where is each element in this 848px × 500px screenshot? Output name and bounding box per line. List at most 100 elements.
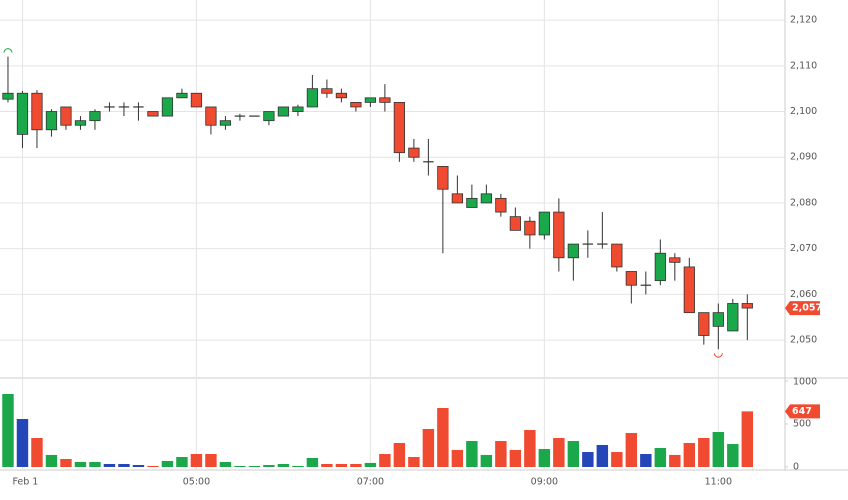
volume-bar bbox=[176, 457, 188, 467]
volume-bar bbox=[89, 462, 101, 467]
candle-body bbox=[611, 243, 623, 268]
volume-bar bbox=[712, 431, 725, 467]
volume-bar bbox=[248, 465, 261, 467]
volume-bar bbox=[567, 441, 580, 467]
volume-bar bbox=[321, 463, 333, 467]
volume-bar bbox=[625, 433, 638, 467]
x-tick-label: 11:00 bbox=[705, 477, 732, 488]
volume-bar bbox=[118, 463, 130, 467]
last-price-label-bg bbox=[785, 301, 820, 316]
candle-body bbox=[89, 111, 101, 122]
volume-bar bbox=[379, 454, 391, 467]
volume-bar bbox=[132, 465, 145, 467]
candle-body bbox=[292, 106, 304, 112]
volume-bar bbox=[292, 465, 304, 467]
candle-body bbox=[60, 106, 72, 126]
candle-body bbox=[306, 88, 319, 108]
candle-body bbox=[669, 257, 681, 263]
candle-body bbox=[495, 197, 507, 213]
volume-bar bbox=[611, 452, 623, 467]
volume-bar bbox=[263, 465, 275, 467]
last-price-label: 2,057 bbox=[792, 303, 822, 314]
candle-body bbox=[567, 243, 579, 259]
candle-body bbox=[683, 266, 695, 314]
y-tick-label: 2,080 bbox=[790, 197, 817, 208]
volume-bar bbox=[16, 419, 29, 467]
volume-bar bbox=[306, 457, 319, 467]
candle-body bbox=[263, 111, 275, 122]
volume-bar bbox=[335, 463, 348, 467]
x-tick-label: 07:00 bbox=[357, 477, 384, 488]
volume-bar bbox=[219, 462, 232, 467]
volume-bar bbox=[45, 454, 58, 467]
y-tick-label: 2,120 bbox=[790, 15, 817, 26]
candle-body bbox=[335, 92, 348, 99]
volume-bar bbox=[596, 444, 609, 467]
volume-bar bbox=[103, 463, 116, 467]
low-marker bbox=[713, 353, 723, 358]
candle-body bbox=[205, 106, 217, 126]
volume-bar bbox=[60, 458, 72, 467]
volume-bar bbox=[234, 465, 246, 467]
volume-bar bbox=[364, 462, 377, 467]
candle-body bbox=[321, 88, 333, 94]
volume-bar bbox=[480, 454, 493, 467]
candle-body bbox=[437, 165, 449, 190]
volume-bar bbox=[437, 408, 449, 467]
candle-body bbox=[741, 303, 753, 309]
candle-body bbox=[147, 111, 159, 117]
x-tick-label: Feb 1 bbox=[12, 477, 38, 488]
volume-bar bbox=[31, 438, 43, 467]
candle-body bbox=[161, 97, 174, 117]
volume-bar bbox=[350, 463, 362, 467]
volume-bar bbox=[74, 462, 87, 467]
candle-body bbox=[451, 193, 463, 204]
candle-body bbox=[466, 197, 478, 208]
volume-bar bbox=[277, 463, 290, 467]
volume-bar bbox=[683, 443, 696, 467]
candle-body bbox=[553, 211, 565, 259]
volume-bar bbox=[161, 460, 174, 467]
volume-bar bbox=[190, 454, 203, 467]
candle-body bbox=[712, 312, 724, 327]
volume-bar bbox=[727, 444, 739, 467]
x-tick-label: 09:00 bbox=[531, 477, 558, 488]
candle-body bbox=[364, 97, 377, 103]
x-tick-label: 05:00 bbox=[183, 477, 210, 488]
candle-body bbox=[31, 92, 43, 131]
candle-body bbox=[727, 303, 739, 332]
high-marker bbox=[3, 48, 13, 53]
y-tick-label: 2,060 bbox=[790, 289, 817, 300]
candle-body bbox=[408, 147, 420, 158]
candle-body bbox=[393, 101, 406, 154]
volume-bar bbox=[509, 449, 522, 467]
candle-body bbox=[654, 252, 666, 282]
volume-bar bbox=[538, 449, 551, 467]
candle-body bbox=[524, 220, 536, 236]
candle-body bbox=[277, 106, 290, 117]
candle-body bbox=[538, 211, 550, 236]
volume-bar bbox=[422, 428, 435, 467]
candle-body bbox=[74, 120, 87, 126]
candle-body bbox=[176, 92, 188, 99]
volume-tick-label: 0 bbox=[793, 461, 799, 472]
y-tick-label: 2,100 bbox=[790, 106, 817, 117]
volume-bar bbox=[466, 441, 478, 467]
candle-body bbox=[190, 92, 203, 108]
volume-bar bbox=[408, 457, 420, 467]
y-tick-label: 2,050 bbox=[790, 335, 817, 346]
volume-bar bbox=[2, 393, 14, 467]
volume-bar bbox=[654, 447, 667, 467]
candle-body bbox=[509, 216, 521, 231]
volume-bar bbox=[698, 438, 710, 467]
volume-bar bbox=[582, 452, 594, 467]
candle-body bbox=[480, 193, 492, 204]
volume-tick-label: 500 bbox=[793, 419, 811, 430]
candle-body bbox=[379, 97, 391, 103]
y-tick-label: 2,110 bbox=[790, 60, 817, 71]
y-tick-label: 2,070 bbox=[790, 243, 817, 254]
candle-body bbox=[219, 120, 232, 126]
last-volume-label-bg bbox=[785, 404, 820, 419]
candle-body bbox=[350, 101, 362, 108]
